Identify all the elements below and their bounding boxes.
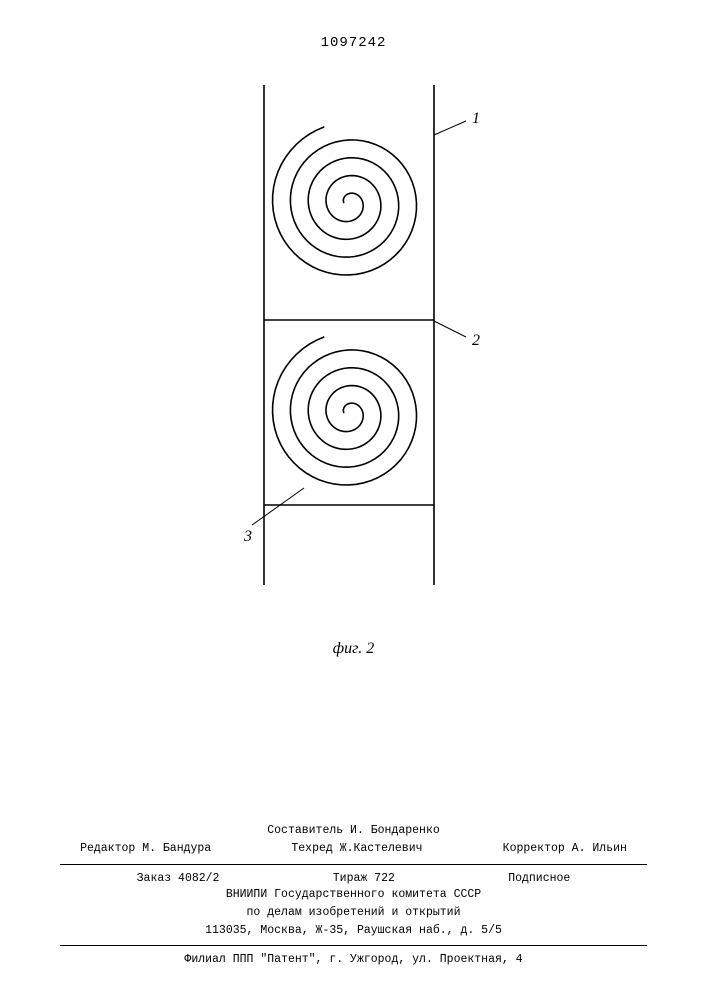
podpisnoe: Подписное [508, 871, 570, 887]
address-line: 113035, Москва, Ж-35, Раушская наб., д. … [0, 923, 707, 939]
org-line-1: ВНИИПИ Государственного комитета СССР [0, 887, 707, 903]
tirazh: Тираж 722 [333, 871, 395, 887]
techred-credit: Техред Ж.Кастелевич [291, 841, 422, 857]
svg-text:2: 2 [472, 332, 480, 349]
filial-line: Филиал ППП "Патент", г. Ужгород, ул. Про… [0, 952, 707, 968]
editor-credit: Редактор М. Бандура [80, 841, 211, 857]
divider-line-2 [60, 945, 647, 946]
org-line-2: по делам изобретений и открытий [0, 905, 707, 921]
divider-line [60, 864, 647, 865]
figure-diagram: 1 2 3 [214, 75, 494, 635]
publication-footer: Составитель И. Бондаренко Редактор М. Ба… [0, 823, 707, 970]
page-number: 1097242 [321, 35, 387, 51]
order-number: Заказ 4082/2 [137, 871, 220, 887]
figure-caption: фиг. 2 [333, 640, 374, 658]
svg-text:1: 1 [472, 110, 480, 127]
compiler-line: Составитель И. Бондаренко [0, 823, 707, 839]
corrector-credit: Корректор А. Ильин [503, 841, 627, 857]
svg-text:3: 3 [243, 528, 252, 545]
